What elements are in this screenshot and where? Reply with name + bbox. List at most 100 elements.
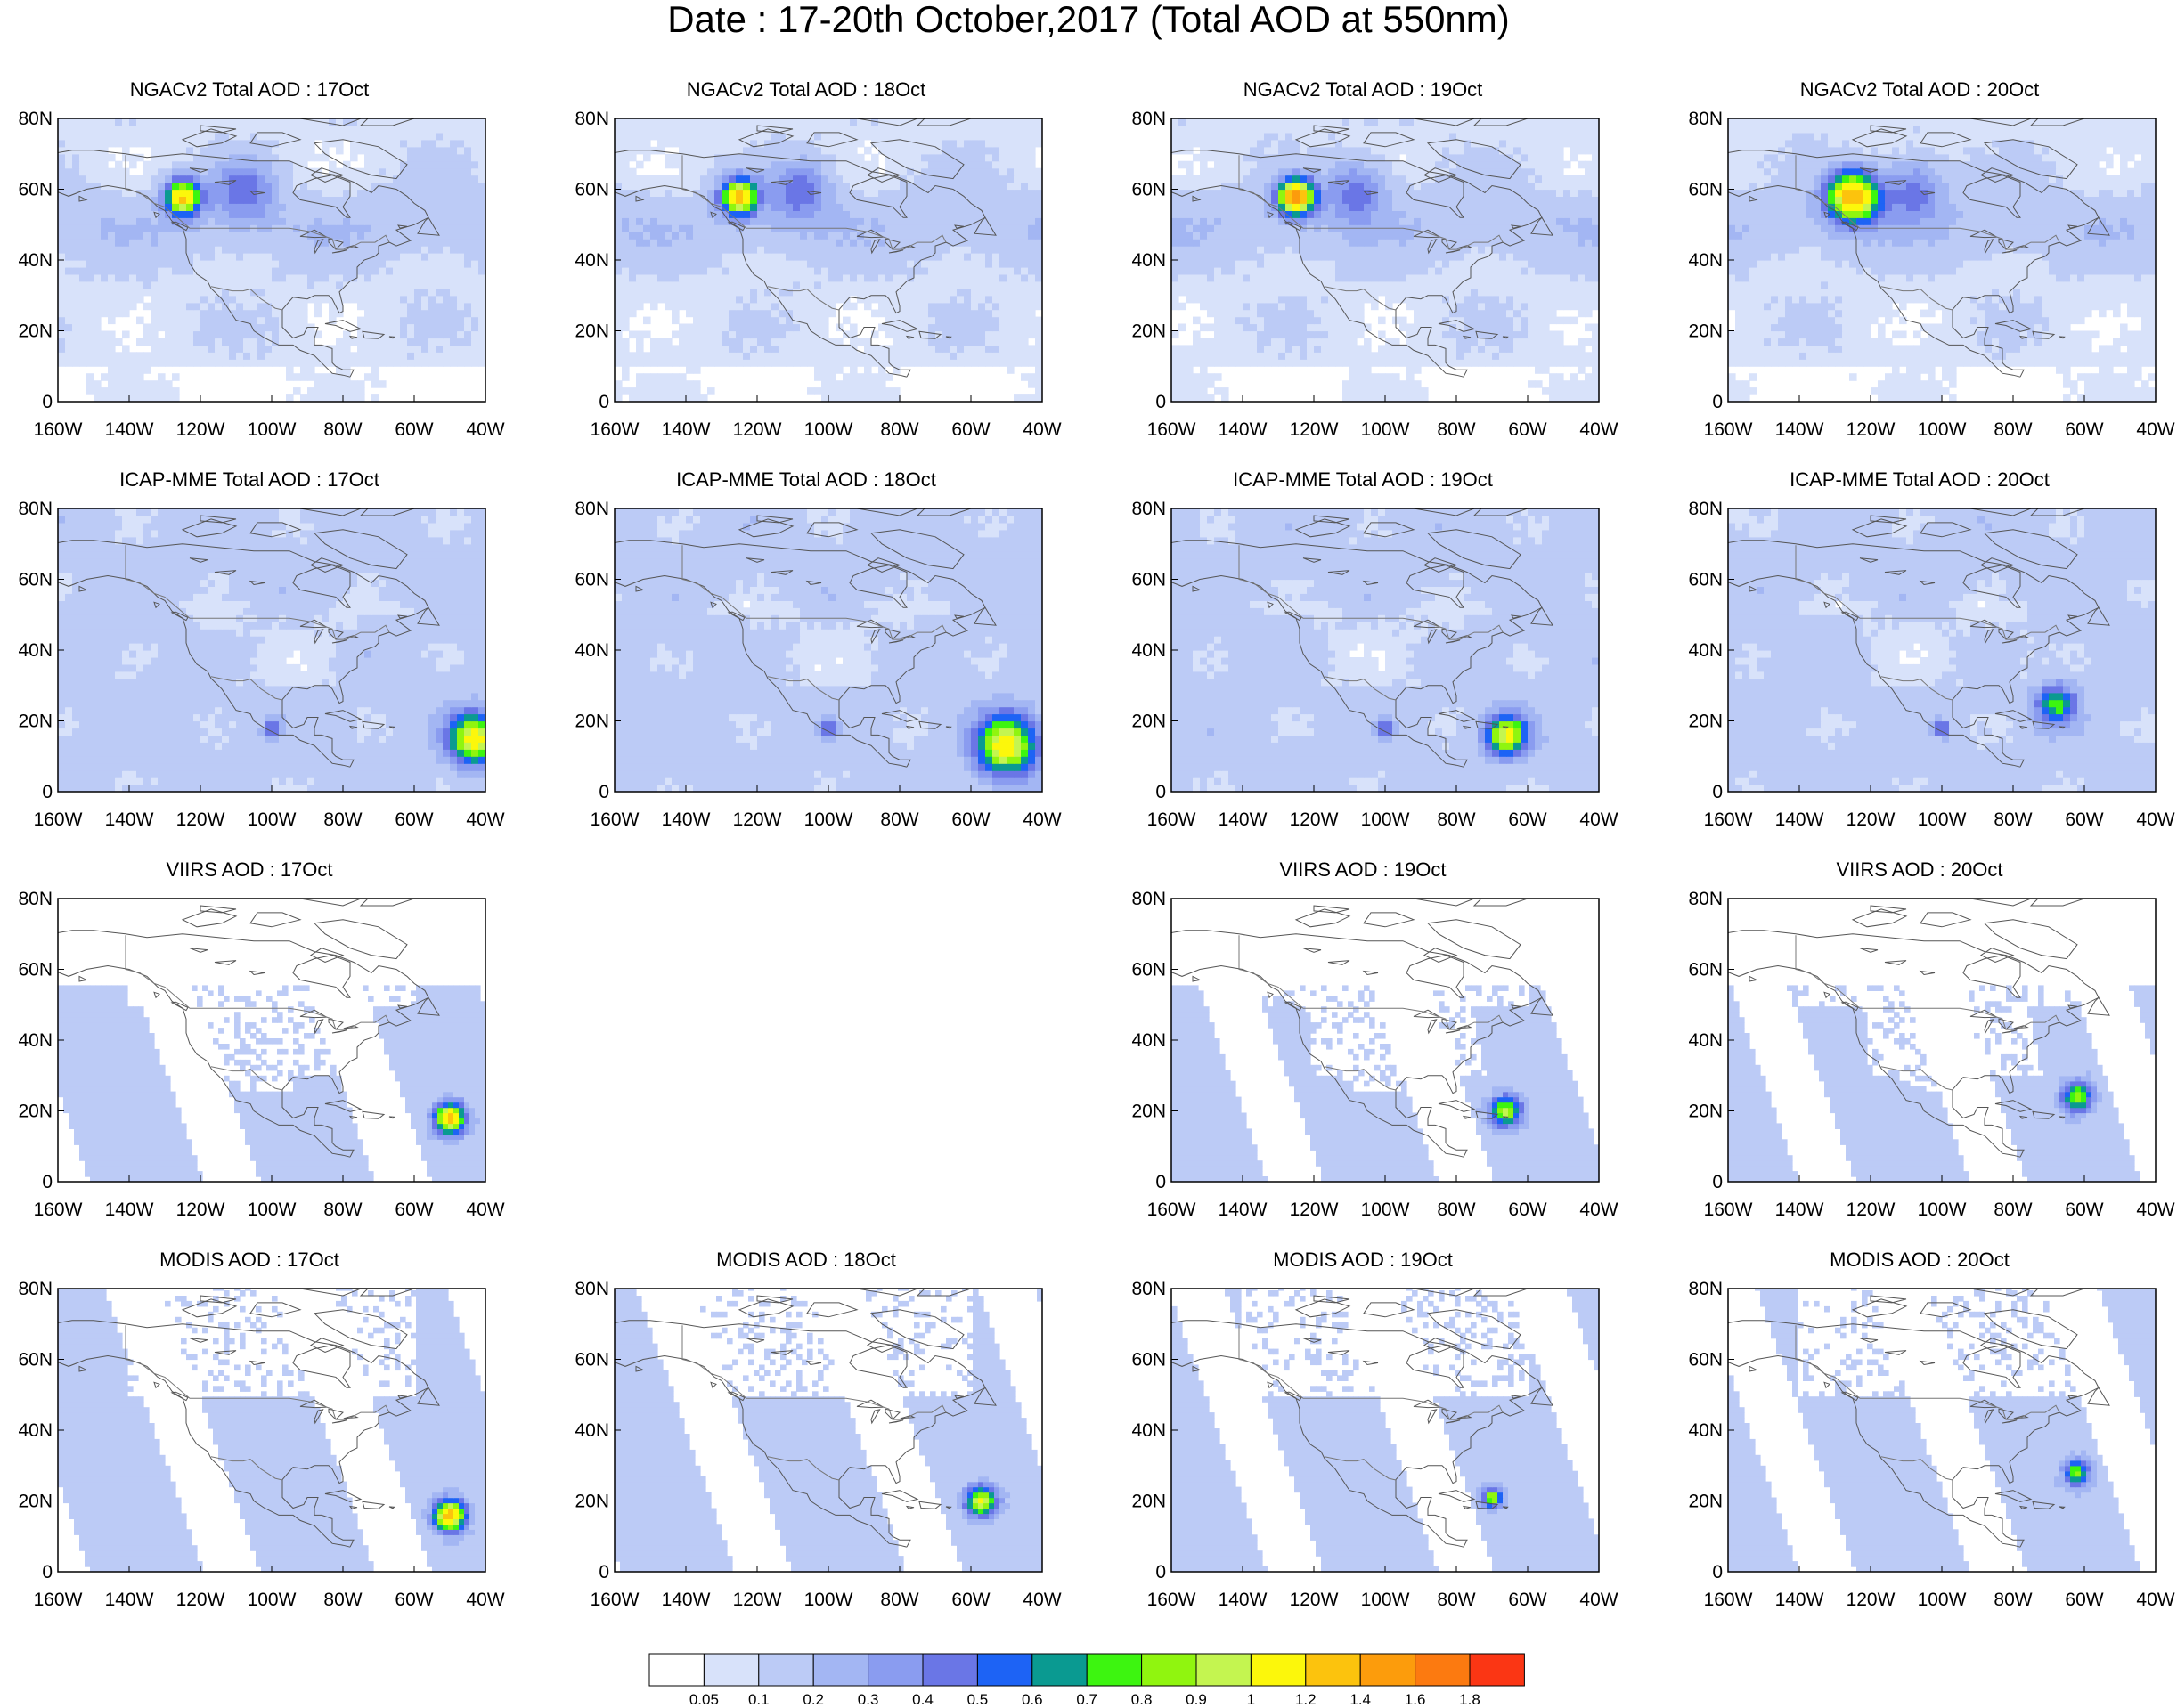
lon-tick-label: 100W (804, 809, 853, 830)
aod-field (1171, 118, 1599, 402)
lat-tick-label: 20N (575, 1492, 609, 1512)
colorbar-label: 0.1 (748, 1691, 770, 1706)
lon-tick-label: 140W (1219, 419, 1268, 440)
lon-tick-label: 100W (1918, 1200, 1967, 1220)
lat-tick-label: 80N (575, 1279, 609, 1299)
lon-tick-label: 80W (1994, 1200, 2032, 1220)
map-panel: MODIS AOD : 19Oct 80N 60N 40N 20N 0 160W 140W 12… (1113, 1248, 1618, 1610)
lat-tick-label: 20N (18, 1102, 53, 1122)
lon-tick-label: 80W (1437, 1200, 1475, 1220)
lon-tick-label: 60W (395, 1200, 433, 1220)
coastlines (58, 899, 440, 1158)
lat-tick-label: 40N (18, 1420, 53, 1441)
lat-tick-label: 40N (1131, 1030, 1166, 1051)
aod-map: 80N 60N 40N 20N 0 160W 140W 120W 100W 80W 60W 40W (1131, 499, 1618, 830)
lon-tick-label: 160W (1704, 1200, 1753, 1220)
lat-tick-label: 20N (1688, 1492, 1723, 1512)
coastlines (1728, 118, 2110, 378)
lat-tick-label: 60N (18, 570, 53, 590)
lon-tick-label: 40W (2136, 419, 2174, 440)
coastlines (58, 1289, 440, 1548)
colorbar-label: 0.8 (1131, 1691, 1153, 1706)
lon-tick-label: 160W (1147, 809, 1196, 830)
lon-tick-label: 40W (466, 1590, 504, 1610)
lon-tick-label: 80W (1994, 1590, 2032, 1610)
lon-tick-label: 100W (804, 1590, 853, 1610)
lon-tick-label: 140W (662, 1590, 711, 1610)
lon-tick-label: 100W (248, 1200, 297, 1220)
lon-tick-label: 120W (176, 419, 225, 440)
lat-tick-label: 80N (18, 499, 53, 519)
lat-tick-label: 20N (1131, 1102, 1166, 1122)
lat-tick-label: 60N (575, 570, 609, 590)
lon-tick-label: 40W (1579, 809, 1618, 830)
colorbar-swatch (1195, 1653, 1252, 1687)
lon-tick-label: 60W (395, 1590, 433, 1610)
aod-map: 80N 60N 40N 20N 0 160W 140W 120W 100W 80W 60W 40W (1131, 889, 1618, 1220)
panel-title: NGACv2 Total AOD : 20Oct (1670, 78, 2169, 102)
colorbar-label: 0.2 (803, 1691, 824, 1706)
lon-tick-label: 60W (951, 419, 990, 440)
lat-tick-label: 60N (575, 180, 609, 200)
coastlines (1171, 118, 1553, 378)
map-panel: NGACv2 Total AOD : 18Oct 80N 60N 40N 20N 0 160… (557, 78, 1061, 440)
lat-tick-label: 60N (18, 960, 53, 980)
aod-map: 80N 60N 40N 20N 0 160W 140W 120W 100W 80W 60W 40W (18, 109, 504, 440)
colorbar-label: 0.5 (967, 1691, 989, 1706)
lon-tick-label: 140W (662, 419, 711, 440)
colorbar-label: 0.05 (689, 1691, 719, 1706)
lon-tick-label: 40W (1579, 1200, 1618, 1220)
panel-title: VIIRS AOD : 17Oct (0, 858, 499, 882)
lat-tick-label: 20N (1131, 1492, 1166, 1512)
lon-tick-label: 160W (34, 809, 83, 830)
lat-tick-label: 80N (1688, 1279, 1723, 1299)
lon-tick-label: 80W (323, 1200, 362, 1220)
lon-tick-label: 120W (733, 809, 782, 830)
lat-tick-label: 20N (18, 1492, 53, 1512)
lon-tick-label: 60W (395, 419, 433, 440)
lat-tick-label: 80N (18, 109, 53, 129)
lon-tick-label: 60W (1508, 419, 1546, 440)
lon-tick-label: 60W (1508, 809, 1546, 830)
lon-tick-label: 100W (1361, 419, 1410, 440)
map-panel: ICAP-MME Total AOD : 19Oct 80N 60N 40N 20N 0 1… (1113, 468, 1618, 830)
aod-field (1728, 508, 2156, 792)
map-panel: MODIS AOD : 20Oct 80N 60N 40N 20N 0 160W 140W 12… (1670, 1248, 2174, 1610)
lon-tick-label: 80W (1994, 809, 2032, 830)
panel-title: MODIS AOD : 19Oct (1113, 1248, 1612, 1272)
lat-tick-label: 60N (1131, 180, 1166, 200)
aod-colorbar: 0.05 0.1 0.2 0.3 0.4 0.5 0.6 0.7 0.8 0.9 1 1.2 1.4 1.… (648, 1653, 1525, 1706)
lon-tick-label: 60W (1508, 1590, 1546, 1610)
lon-tick-label: 80W (1437, 1590, 1475, 1610)
map-panel: ICAP-MME Total AOD : 18Oct 80N 60N 40N 20N 0 1… (557, 468, 1061, 830)
lon-tick-label: 40W (2136, 809, 2174, 830)
panel-title: ICAP-MME Total AOD : 19Oct (1113, 468, 1612, 492)
panel-title: ICAP-MME Total AOD : 20Oct (1670, 468, 2169, 492)
colorbar-swatch (1359, 1653, 1416, 1687)
panel-title: MODIS AOD : 18Oct (557, 1248, 1056, 1272)
colorbar-label: 0.9 (1186, 1691, 1207, 1706)
lon-tick-label: 120W (176, 1590, 225, 1610)
lat-tick-label: 60N (1131, 1350, 1166, 1370)
lon-tick-label: 60W (2065, 1590, 2103, 1610)
lon-tick-label: 120W (733, 1590, 782, 1610)
lat-tick-label: 0 (42, 1172, 53, 1192)
lon-tick-label: 140W (1775, 419, 1824, 440)
lat-tick-label: 0 (1712, 1562, 1723, 1582)
lat-tick-label: 0 (1712, 1172, 1723, 1192)
map-panel: VIIRS AOD : 17Oct 80N 60N 40N 20N 0 160W 140W 12… (0, 858, 504, 1220)
lat-tick-label: 0 (1155, 782, 1166, 802)
lon-tick-label: 160W (34, 1200, 83, 1220)
lat-tick-label: 20N (1688, 1102, 1723, 1122)
panel-title: MODIS AOD : 17Oct (0, 1248, 499, 1272)
map-panel: NGACv2 Total AOD : 17Oct 80N 60N 40N 20N 0 160… (0, 78, 504, 440)
lat-tick-label: 40N (1131, 640, 1166, 661)
coastlines (1171, 899, 1553, 1158)
lon-tick-label: 80W (323, 419, 362, 440)
colorbar-swatch (648, 1653, 705, 1687)
lon-tick-label: 40W (1023, 809, 1061, 830)
lon-tick-label: 160W (1147, 1590, 1196, 1610)
lon-tick-label: 120W (733, 419, 782, 440)
lon-tick-label: 60W (2065, 1200, 2103, 1220)
lon-tick-label: 100W (1918, 809, 1967, 830)
